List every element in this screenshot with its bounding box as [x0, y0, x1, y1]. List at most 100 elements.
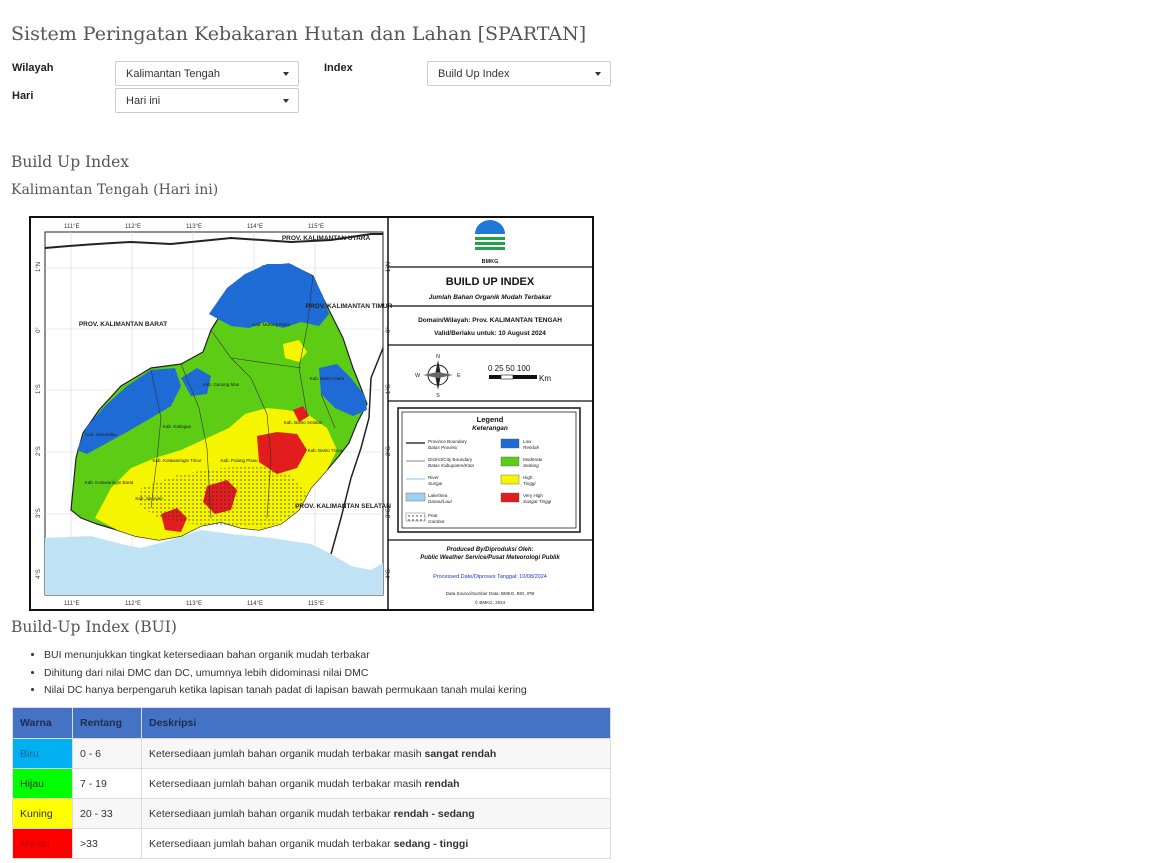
bui-range-table: Warna Rentang Deskripsi Biru 0 - 6 Keter…	[12, 707, 611, 859]
legend-line-sub: Gambut	[428, 519, 445, 524]
wilayah-select-value: Kalimantan Tengah	[126, 68, 220, 80]
section-title: Build Up Index	[11, 153, 129, 171]
desc-text: Ketersediaan jumlah bahan organik mudah …	[149, 747, 425, 760]
rentang-cell: 0 - 6	[72, 738, 142, 769]
header-rentang: Rentang	[72, 707, 142, 739]
table-row: Hijau 7 - 19 Ketersediaan jumlah bahan o…	[12, 768, 611, 799]
index-label: Index	[324, 62, 353, 74]
hari-select[interactable]: Hari ini	[115, 88, 299, 113]
wilayah-select[interactable]: Kalimantan Tengah	[115, 61, 299, 86]
district-label: Kab. Barito Selatan	[284, 420, 323, 425]
axis-labels: 111°E 112°E 113°E 114°E 115°E 111°E 112°…	[36, 224, 392, 607]
rentang-cell: >33	[72, 828, 142, 859]
region-label-kaltim: PROV. KALIMANTAN TIMUR	[306, 303, 393, 310]
warna-cell: Merah	[12, 828, 73, 859]
data-source: Data Source/Sumber Data: BMKG, BIG, IPB	[446, 591, 535, 596]
district-boundaries	[150, 275, 336, 519]
desc-bold: rendah - sedang	[393, 807, 475, 820]
hari-label: Hari	[12, 90, 34, 102]
lat-tick-label: 1°N	[36, 262, 42, 272]
legend-lines: Province Boundary Batas Provinsi Distric…	[405, 439, 474, 524]
legend-line-sub: Sungai	[428, 481, 443, 486]
legend-line-sub: Danau/Laut	[428, 499, 452, 504]
copyright: © BMKG, 2024	[475, 599, 506, 605]
table-row: Merah >33 Ketersediaan jumlah bahan orga…	[12, 828, 611, 859]
zone-veryhigh-4	[293, 406, 309, 422]
desc-text: Ketersediaan jumlah bahan organik mudah …	[149, 777, 425, 790]
desc-bold: rendah	[424, 777, 460, 790]
produced-by: Public Weather Service/Pusat Meteorologi…	[420, 555, 560, 561]
district-label: Kab. Lamandau	[85, 432, 117, 437]
table-header-row: Warna Rentang Deskripsi	[12, 707, 611, 739]
district-label: Kab. Pulang Pisau	[220, 458, 258, 463]
bui-map: 111°E 112°E 113°E 114°E 115°E 111°E 112°…	[36, 218, 592, 609]
legend-box	[397, 407, 581, 533]
legend-class-sub: Sangat Tinggi	[523, 499, 552, 504]
lon-tick-label: 115°E	[308, 224, 324, 230]
legend-swatch	[500, 492, 520, 503]
processed-date: Processed Date/Diproses Tanggal: 10/08/2…	[433, 574, 547, 580]
legend-class-label: Low	[523, 439, 532, 444]
desc-bold: sedang - tinggi	[393, 837, 469, 850]
header-deskripsi: Deskripsi	[141, 707, 611, 739]
bui-title: Build-Up Index (BUI)	[11, 618, 177, 636]
section-subtitle: Kalimantan Tengah (Hari ini)	[11, 182, 219, 198]
district-labels: Kab. Murung Raya Kab. Barito Utara Kab. …	[85, 322, 345, 501]
legend-line-label: River	[428, 475, 439, 480]
table-row: Kuning 20 - 33 Ketersediaan jumlah bahan…	[12, 798, 611, 829]
wilayah-label: Wilayah	[12, 62, 54, 74]
rentang-cell: 7 - 19	[72, 768, 142, 799]
scale-bar-segment	[513, 375, 537, 379]
produced-label: Produced By/Diproduksi Oleh:	[446, 547, 533, 553]
lat-tick-label: 2°S	[36, 446, 42, 456]
bui-bullet: Nilai DC hanya berpengaruh ketika lapisa…	[44, 683, 527, 701]
scale-bar-segment	[500, 374, 514, 380]
zone-low-north	[209, 264, 329, 328]
compass-e: E	[457, 373, 461, 379]
legend-class-sub: Sedang	[523, 463, 539, 468]
deskripsi-cell: Ketersediaan jumlah bahan organik mudah …	[141, 738, 611, 769]
lat-tick-label: 0°	[36, 327, 42, 333]
bmkg-logo: BMKG	[475, 220, 505, 265]
bui-bullet-list: BUI menunjukkan tingkat ketersediaan bah…	[28, 648, 527, 701]
info-panel: BMKG BUILD UP INDEX Jumlah Bahan Organik…	[387, 218, 592, 609]
compass-n: N	[436, 354, 440, 360]
compass-w: W	[415, 373, 421, 379]
lon-tick-label: 111°E	[64, 601, 80, 607]
sea	[45, 530, 383, 595]
lat-tick-label: 3°S	[36, 508, 42, 518]
zone-low-east	[319, 364, 367, 416]
scale-bar-segment	[489, 375, 501, 379]
legend-line-label: Lake/Sea	[428, 493, 448, 498]
lon-tick-label: 115°E	[308, 601, 324, 607]
zone-low-center	[181, 368, 211, 396]
lat-tick-label: 3°S	[386, 508, 392, 518]
table-row: Biru 0 - 6 Ketersediaan jumlah bahan org…	[12, 738, 611, 769]
rentang-cell: 20 - 33	[72, 798, 142, 829]
bui-bullet: Dihitung dari nilai DMC dan DC, umumnya …	[44, 666, 527, 684]
scale-unit: Km	[539, 374, 551, 383]
chevron-down-icon	[283, 72, 289, 76]
district-label: Kab. Barito Timur	[308, 448, 343, 453]
legend-class-label: High	[523, 475, 533, 480]
legend-swatch	[500, 474, 520, 485]
panel-title: BUILD UP INDEX	[446, 276, 535, 288]
logo-text: BMKG	[482, 259, 499, 265]
index-select[interactable]: Build Up Index	[427, 61, 611, 86]
region-label-kalbar: PROV. KALIMANTAN BARAT	[79, 321, 167, 328]
district-label: Kab. Seruyan	[135, 496, 163, 501]
warna-cell: Biru	[12, 738, 73, 769]
district-label: Kab. Katingan	[163, 424, 192, 429]
index-select-value: Build Up Index	[438, 68, 510, 80]
lat-tick-label: 0°	[386, 327, 392, 333]
bui-bullet: BUI menunjukkan tingkat ketersediaan bah…	[44, 648, 527, 666]
hari-select-value: Hari ini	[126, 95, 161, 107]
valid-line: Valid/Berlaku untuk: 10 August 2024	[434, 330, 546, 337]
bui-map-image: 111°E 112°E 113°E 114°E 115°E 111°E 112°…	[29, 216, 594, 611]
legend-line-label: Province Boundary	[428, 439, 468, 444]
desc-bold: sangat rendah	[424, 747, 497, 760]
warna-cell: Kuning	[12, 798, 73, 829]
region-label-kaltara: PROV. KALIMANTAN UTARA	[282, 235, 371, 242]
chevron-down-icon	[283, 99, 289, 103]
